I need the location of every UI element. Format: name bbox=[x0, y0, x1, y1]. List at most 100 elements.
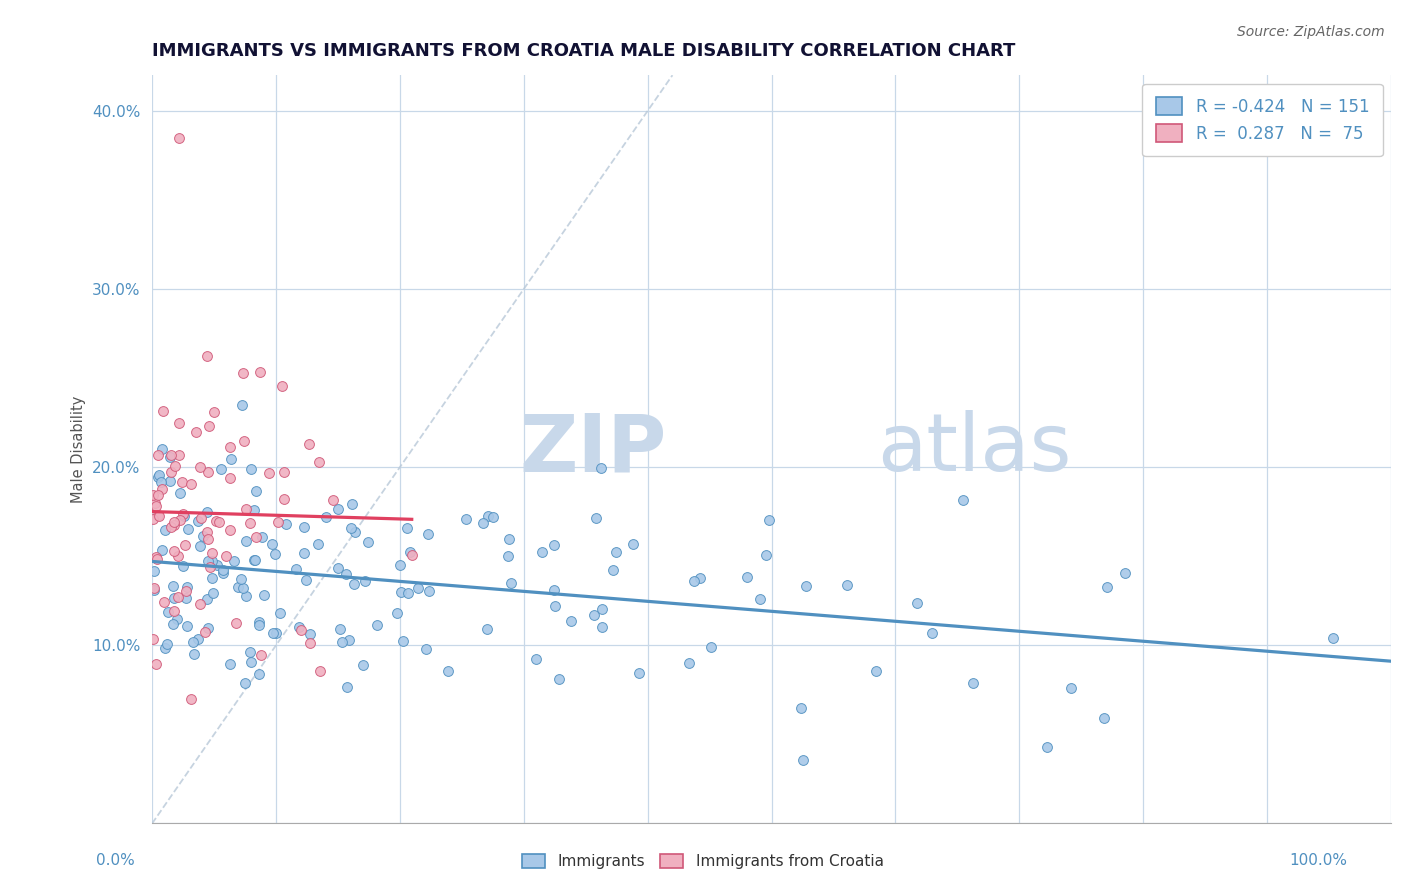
Point bbox=[215, 549, 238, 564]
Point bbox=[146, 488, 169, 502]
Point bbox=[340, 520, 363, 534]
Point bbox=[389, 584, 412, 599]
Text: 100.0%: 100.0% bbox=[1289, 853, 1347, 868]
Text: ZIP: ZIP bbox=[519, 410, 666, 488]
Point bbox=[262, 536, 284, 550]
Point bbox=[962, 675, 984, 690]
Point bbox=[169, 416, 191, 430]
Point bbox=[222, 554, 245, 568]
Point bbox=[315, 510, 337, 524]
Point bbox=[406, 581, 429, 595]
Point bbox=[396, 586, 419, 600]
Point bbox=[232, 366, 254, 380]
Point bbox=[276, 517, 298, 532]
Point bbox=[1114, 566, 1136, 580]
Point bbox=[602, 563, 624, 577]
Point bbox=[621, 537, 644, 551]
Point bbox=[243, 503, 266, 517]
Point bbox=[399, 545, 422, 559]
Point bbox=[921, 625, 943, 640]
Point bbox=[472, 516, 495, 530]
Point bbox=[219, 451, 242, 466]
Point bbox=[456, 512, 478, 526]
Point bbox=[266, 626, 288, 640]
Point bbox=[335, 567, 357, 582]
Point bbox=[415, 641, 437, 656]
Point bbox=[163, 591, 186, 605]
Point bbox=[257, 467, 280, 481]
Point bbox=[288, 620, 311, 634]
Point bbox=[295, 573, 318, 587]
Point bbox=[865, 664, 887, 678]
Point bbox=[160, 520, 183, 534]
Point bbox=[197, 554, 219, 568]
Point bbox=[169, 486, 191, 500]
Point bbox=[162, 517, 184, 532]
Point bbox=[176, 618, 198, 632]
Point bbox=[292, 519, 315, 533]
Point bbox=[197, 465, 219, 479]
Point bbox=[269, 606, 291, 620]
Point bbox=[162, 604, 184, 618]
Point bbox=[253, 588, 276, 602]
Text: atlas: atlas bbox=[877, 410, 1071, 488]
Point bbox=[170, 475, 193, 489]
Point bbox=[385, 606, 408, 620]
Point bbox=[205, 558, 228, 573]
Point bbox=[195, 350, 218, 364]
Point bbox=[271, 378, 294, 392]
Point bbox=[235, 502, 257, 516]
Point bbox=[176, 522, 198, 536]
Point bbox=[1092, 711, 1115, 725]
Point bbox=[169, 514, 191, 528]
Point bbox=[591, 460, 613, 475]
Point bbox=[181, 635, 204, 649]
Point bbox=[163, 515, 186, 529]
Point bbox=[250, 530, 273, 544]
Point bbox=[336, 681, 359, 695]
Point bbox=[755, 549, 778, 563]
Point bbox=[308, 664, 330, 678]
Point bbox=[142, 564, 165, 578]
Point bbox=[391, 633, 413, 648]
Point bbox=[366, 618, 388, 632]
Legend: R = -0.424   N = 151, R =  0.287   N =  75: R = -0.424 N = 151, R = 0.287 N = 75 bbox=[1142, 84, 1382, 156]
Point bbox=[735, 570, 758, 584]
Point bbox=[273, 491, 295, 506]
Point bbox=[481, 510, 503, 524]
Point bbox=[194, 624, 217, 639]
Point bbox=[207, 515, 229, 529]
Point bbox=[243, 553, 266, 567]
Point bbox=[150, 442, 173, 457]
Point bbox=[162, 579, 184, 593]
Point bbox=[477, 509, 499, 524]
Point bbox=[174, 591, 197, 605]
Point bbox=[195, 592, 218, 607]
Point bbox=[354, 574, 377, 589]
Point bbox=[190, 511, 212, 525]
Point bbox=[229, 573, 252, 587]
Point bbox=[952, 492, 974, 507]
Point bbox=[249, 366, 271, 380]
Point bbox=[143, 496, 166, 510]
Point bbox=[198, 560, 221, 574]
Point bbox=[142, 488, 165, 502]
Point bbox=[162, 544, 184, 558]
Point bbox=[188, 597, 211, 611]
Point bbox=[142, 512, 165, 526]
Point bbox=[262, 626, 284, 640]
Point bbox=[169, 448, 191, 462]
Point bbox=[145, 549, 167, 564]
Point bbox=[195, 506, 218, 520]
Point bbox=[174, 538, 197, 552]
Point bbox=[166, 612, 188, 626]
Point bbox=[197, 533, 219, 547]
Point bbox=[337, 632, 360, 647]
Point bbox=[524, 652, 547, 666]
Point bbox=[247, 615, 270, 630]
Point bbox=[205, 514, 228, 528]
Point bbox=[188, 539, 211, 553]
Point bbox=[343, 577, 366, 591]
Point bbox=[264, 547, 287, 561]
Point bbox=[155, 637, 177, 651]
